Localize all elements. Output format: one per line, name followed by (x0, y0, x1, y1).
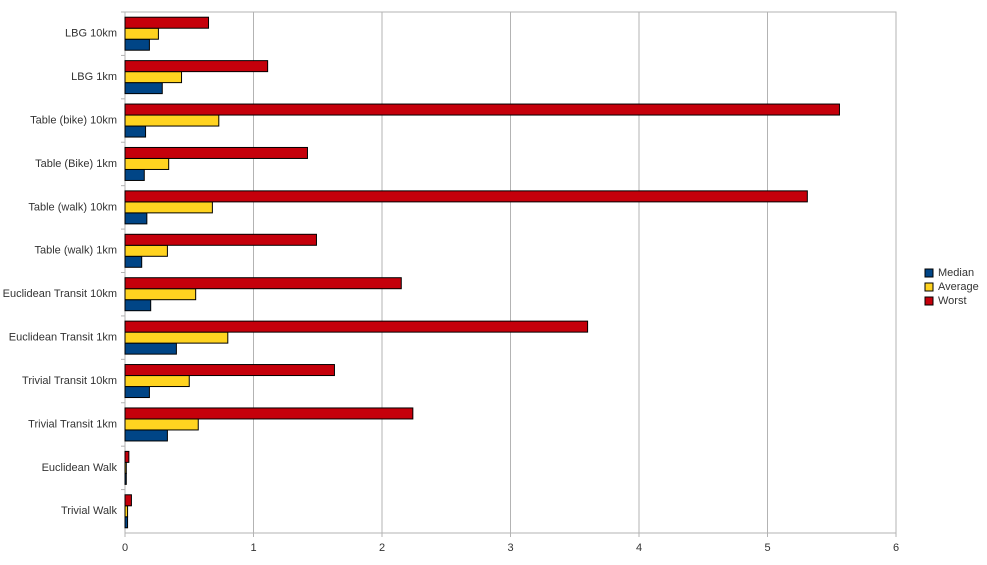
y-tick-label: Table (walk) 1km (34, 245, 117, 257)
bar (124, 375, 190, 388)
bar (124, 244, 168, 257)
bar (124, 146, 308, 159)
bar (124, 331, 229, 344)
bar (124, 320, 589, 333)
bar (124, 233, 317, 246)
bar (124, 342, 177, 355)
legend-label: Worst (938, 295, 967, 307)
bar (124, 299, 152, 312)
y-tick-label: Table (Bike) 1km (35, 158, 117, 170)
legend-label: Average (938, 281, 979, 293)
bar (124, 212, 148, 225)
y-tick-label: Table (walk) 10km (28, 201, 117, 213)
bar (124, 472, 127, 485)
bar (124, 505, 129, 518)
bar (124, 190, 808, 203)
legend-swatch (924, 296, 934, 306)
x-tick-label: 2 (379, 542, 385, 554)
bar (124, 255, 143, 268)
x-tick-label: 6 (893, 542, 899, 554)
bar (124, 16, 210, 29)
bar (124, 157, 170, 170)
bar (124, 103, 840, 116)
bar (124, 82, 163, 95)
bar (124, 494, 132, 507)
x-tick-label: 5 (764, 542, 770, 554)
bar (124, 407, 414, 420)
legend-swatch (924, 268, 934, 278)
bar (124, 27, 159, 40)
y-tick-label: Table (bike) 10km (30, 114, 117, 126)
bar (124, 277, 402, 290)
bar (124, 386, 150, 399)
x-tick-label: 3 (507, 542, 513, 554)
y-tick-label: LBG 10km (65, 28, 117, 40)
y-tick-label: Euclidean Transit 10km (3, 288, 117, 300)
bar (124, 288, 197, 301)
y-tick-label: Trivial Transit 1km (28, 418, 117, 430)
y-tick-label: Trivial Walk (61, 505, 118, 517)
bar (124, 418, 199, 431)
bar (124, 114, 220, 127)
bar (124, 125, 147, 138)
bar (124, 71, 183, 84)
bar (124, 429, 168, 442)
y-tick-label: Trivial Transit 10km (22, 375, 117, 387)
bar (124, 461, 127, 474)
y-tick-label: Euclidean Walk (42, 462, 118, 474)
bar (124, 38, 150, 51)
bar (124, 168, 145, 181)
legend-label: Median (938, 267, 974, 279)
x-tick-label: 1 (250, 542, 256, 554)
bar (124, 450, 130, 463)
bar (124, 201, 213, 214)
x-tick-label: 4 (636, 542, 642, 554)
bar (124, 516, 129, 529)
bar (124, 60, 269, 73)
y-tick-label: Euclidean Transit 1km (9, 332, 117, 344)
legend-swatch (924, 282, 934, 292)
bar (124, 364, 335, 377)
y-tick-label: LBG 1km (71, 71, 117, 83)
x-tick-label: 0 (122, 542, 128, 554)
